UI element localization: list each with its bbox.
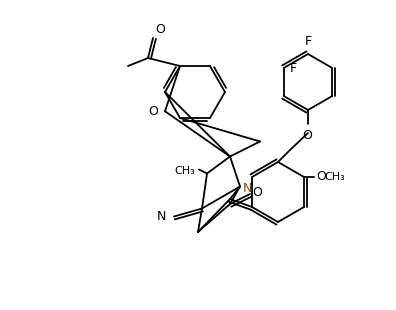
Text: CH₃: CH₃ xyxy=(174,166,195,175)
Text: F: F xyxy=(305,35,312,48)
Text: O: O xyxy=(316,170,326,184)
Text: F: F xyxy=(290,61,297,74)
Text: O: O xyxy=(148,105,158,118)
Text: N: N xyxy=(243,182,252,195)
Text: N: N xyxy=(157,210,166,223)
Text: O: O xyxy=(155,23,165,36)
Text: CH₃: CH₃ xyxy=(324,172,345,182)
Text: O: O xyxy=(252,185,262,198)
Text: O: O xyxy=(302,129,312,142)
